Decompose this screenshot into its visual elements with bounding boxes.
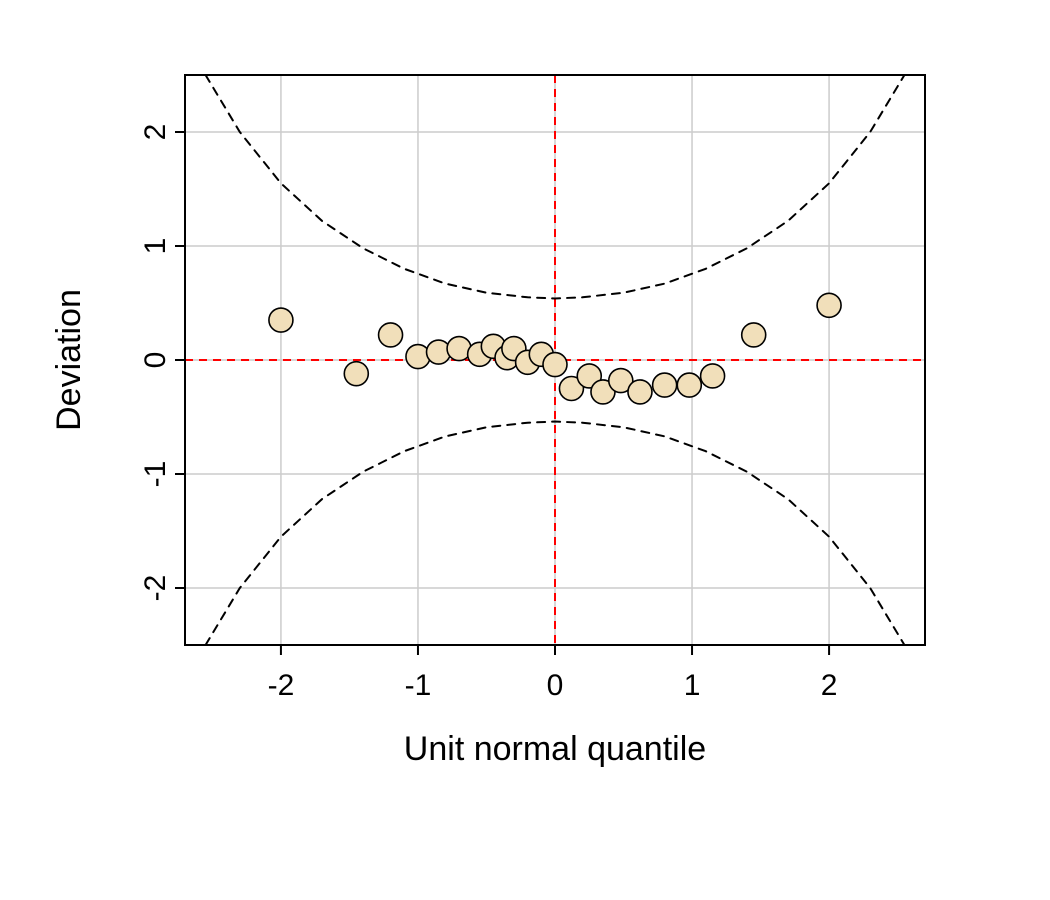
data-point [379, 323, 403, 347]
y-tick-label: -2 [139, 575, 172, 602]
y-tick-label: 2 [139, 124, 172, 141]
y-tick-label: -1 [139, 461, 172, 488]
x-tick-label: 2 [821, 669, 838, 702]
x-tick-label: 0 [547, 669, 564, 702]
data-point [628, 380, 652, 404]
x-tick-label: -2 [268, 669, 295, 702]
data-point [742, 323, 766, 347]
data-point [344, 362, 368, 386]
data-point [701, 364, 725, 388]
y-tick-label: 0 [139, 352, 172, 369]
y-axis-label: Deviation [50, 289, 88, 431]
data-point [677, 373, 701, 397]
y-tick-label: 1 [139, 238, 172, 255]
x-tick-label: -1 [405, 669, 432, 702]
x-axis-label: Unit normal quantile [404, 730, 706, 768]
data-point [269, 308, 293, 332]
data-point [543, 353, 567, 377]
data-point [653, 373, 677, 397]
x-tick-label: 1 [684, 669, 701, 702]
data-point [817, 293, 841, 317]
qq-deviation-chart: -2 -1 0 1 2 -2 -1 0 1 2 Unit normal quantile Deviat… [0, 0, 1050, 900]
